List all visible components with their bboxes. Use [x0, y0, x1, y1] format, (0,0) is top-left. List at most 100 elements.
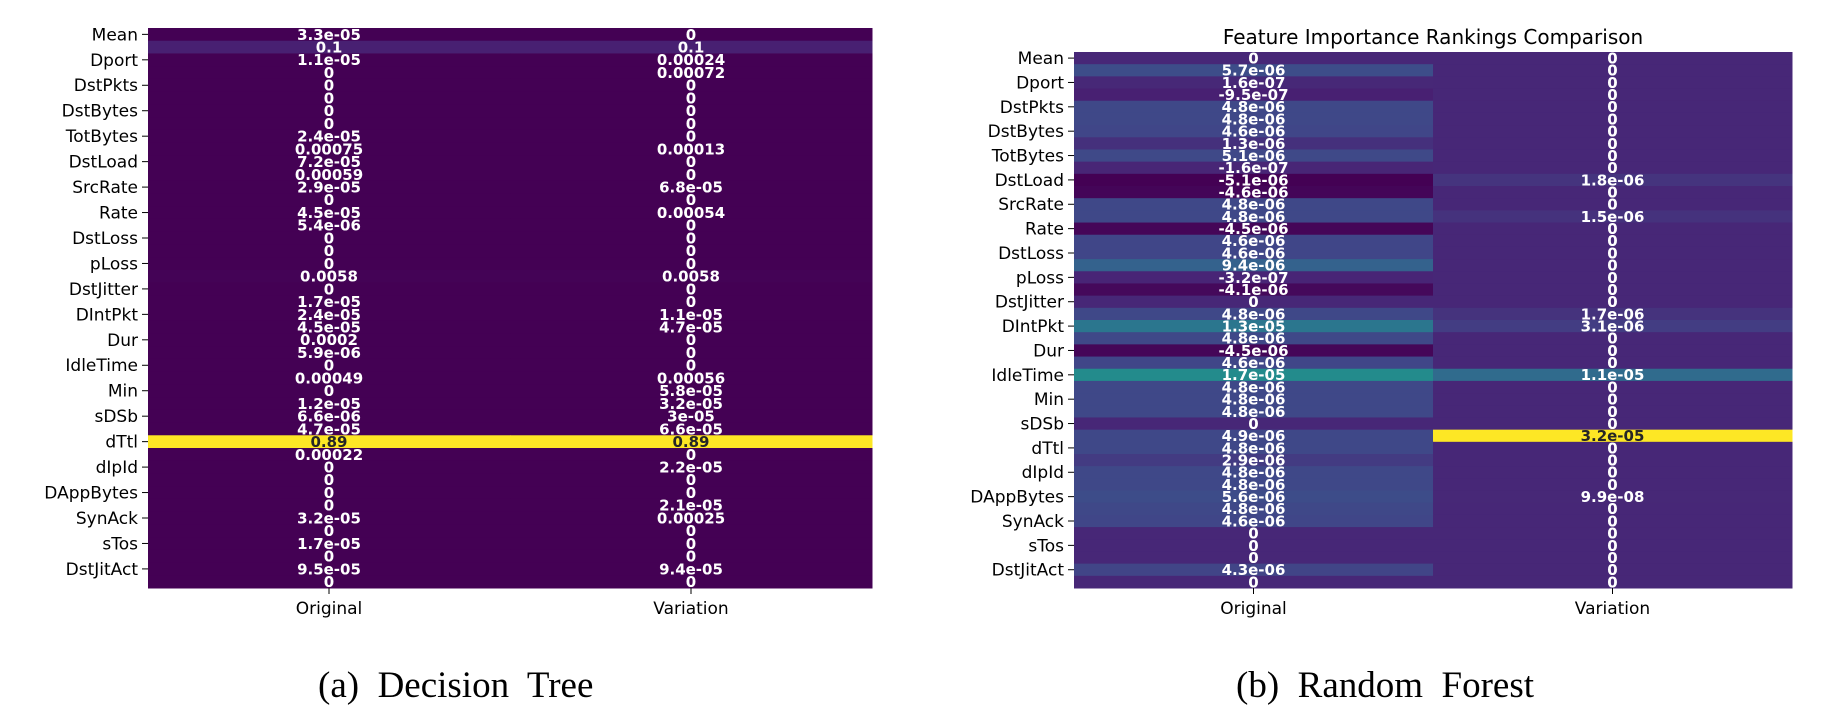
- cell-value-label-r18-c1: 0: [686, 255, 696, 273]
- heatmap-cell-r41-c0: [148, 549, 511, 564]
- heatmap-cell-r32-c1: [1433, 441, 1793, 455]
- y-tick-label-dintpkt: DIntPkt: [1002, 317, 1065, 337]
- y-tick-label-dstload: DstLoad: [69, 153, 138, 173]
- cell-value-label-r36-c1: 9.9e-08: [1581, 488, 1645, 506]
- y-tick-label-synack: SynAck: [1002, 512, 1064, 532]
- cell-value-label-r1-c0: 5.7e-06: [1222, 62, 1286, 80]
- heatmap-cell-r16-c1: [510, 231, 873, 245]
- cell-value-label-r37-c0: 0: [324, 497, 334, 515]
- cell-value-label-r5-c0: 4.8e-06: [1222, 110, 1286, 128]
- heatmap-cell-r6-c1: [1433, 125, 1793, 138]
- heatmap-cell-r14-c1: [1433, 222, 1793, 236]
- cell-value-label-r15-c0: 4.6e-06: [1222, 232, 1286, 250]
- y-tick-label-dintpkt: DIntPkt: [76, 305, 139, 325]
- cell-value-label-r21-c0: 1.7e-05: [297, 293, 361, 311]
- cell-value-label-r5-c1: 0: [1607, 110, 1617, 128]
- heatmap-cell-r14-c0: [1074, 222, 1434, 236]
- cell-value-label-r42-c0: 4.3e-06: [1222, 561, 1286, 579]
- cell-value-label-r42-c1: 9.4e-05: [659, 560, 723, 578]
- heatmap-cell-r9-c1: [1433, 161, 1793, 175]
- y-tick-label-dstjitter: DstJitter: [69, 280, 138, 300]
- heatmap-cell-r22-c0: [148, 308, 511, 322]
- y-tick-label-dport: Dport: [90, 51, 138, 71]
- heatmap-cell-r8-c1: [1433, 149, 1793, 163]
- heatmap-cell-r26-c0: [148, 358, 511, 373]
- cell-value-label-r6-c1: 0: [686, 102, 696, 120]
- cell-value-label-r32-c1: 0.89: [672, 433, 709, 451]
- heatmap-cell-r36-c0: [148, 486, 511, 500]
- cell-value-label-r18-c1: 0: [1607, 269, 1617, 287]
- heatmap-cell-r35-c1: [510, 473, 873, 487]
- cell-value-label-r43-c0: 0: [1248, 573, 1258, 591]
- cell-value-label-r3-c1: 0: [1607, 86, 1617, 104]
- heatmap-cell-r27-c1: [1433, 380, 1793, 394]
- cell-value-label-r40-c0: 1.7e-05: [297, 535, 361, 553]
- cell-value-label-r17-c0: 0: [324, 242, 334, 260]
- heatmap-cell-r24-c0: [148, 333, 511, 347]
- y-tick-label-idletime: IdleTime: [65, 356, 138, 376]
- heatmap-cell-r23-c0: [148, 320, 511, 334]
- cell-value-label-r2-c1: 0: [1607, 74, 1617, 92]
- cell-value-label-r5-c1: 0: [686, 89, 696, 107]
- heatmap-cell-r41-c1: [1433, 551, 1793, 565]
- heatmap-cell-r27-c0: [148, 371, 511, 385]
- heatmap-cell-r37-c1: [1433, 502, 1793, 516]
- cell-value-label-r28-c1: 0: [1607, 391, 1617, 409]
- heatmap-cell-r8-c1: [510, 129, 873, 144]
- heatmap-cell-r2-c1: [1433, 76, 1793, 90]
- y-tick-label-dstbytes: DstBytes: [62, 102, 138, 122]
- cell-value-label-r25-c0: 5.9e-06: [297, 344, 361, 362]
- heatmap-cell-r19-c0: [148, 269, 511, 284]
- cell-value-label-r31-c0: 4.7e-05: [297, 420, 361, 438]
- cell-value-label-r6-c1: 0: [1607, 123, 1617, 141]
- heatmap-cell-r5-c1: [1433, 112, 1793, 126]
- heatmap-cell-r3-c1: [1433, 88, 1793, 102]
- heatmap-cell-r21-c1: [1433, 307, 1793, 321]
- cell-value-label-r4-c0: 4.8e-06: [1222, 98, 1286, 116]
- heatmap-cell-r19-c0: [1074, 283, 1434, 297]
- cell-value-label-r33-c0: 2.9e-06: [1222, 451, 1286, 469]
- heatmap-cell-r25-c0: [148, 346, 511, 360]
- cell-value-label-r10-c0: -5.1e-06: [1218, 171, 1288, 189]
- cell-value-label-r24-c1: 0: [1607, 342, 1617, 360]
- x-tick-label-variation: Variation: [653, 599, 728, 619]
- heatmap-cell-r21-c0: [148, 295, 511, 309]
- y-tick-label-dur: Dur: [1033, 341, 1064, 361]
- heatmap-cell-r43-c0: [148, 575, 511, 589]
- cell-value-label-r38-c0: 4.6e-06: [1222, 512, 1286, 530]
- y-tick-label-dttl: dTtl: [1031, 439, 1064, 459]
- cell-value-label-r25-c0: 4.6e-06: [1222, 354, 1286, 372]
- y-tick-label-dstpkts: DstPkts: [1000, 98, 1064, 118]
- heatmap-cell-r40-c1: [510, 537, 873, 551]
- heatmap-random-forest: 0 05.7e-06 01.6e-07 0-9.5e-07 04.8e-06 04.8e-…: [970, 25, 1793, 619]
- heatmap-cell-r18-c1: [510, 257, 873, 271]
- y-tick-label-dappbytes: DAppBytes: [44, 483, 138, 503]
- heatmap-cell-r24-c1: [1433, 344, 1793, 358]
- cell-value-label-r18-c0: -3.2e-07: [1218, 269, 1288, 287]
- cell-value-label-r40-c0: 0: [1248, 537, 1258, 555]
- heatmap-cell-r1-c1: [1433, 64, 1793, 77]
- cell-value-label-r2-c1: 0.00024: [657, 51, 725, 69]
- heatmap-cell-r33-c0: [1074, 454, 1434, 467]
- y-tick-label-min: Min: [108, 382, 138, 402]
- cell-value-label-r31-c0: 4.9e-06: [1222, 427, 1286, 445]
- heatmap-cell-r43-c1: [510, 575, 873, 589]
- cell-value-label-r37-c1: 0: [1607, 500, 1617, 518]
- cell-value-label-r30-c1: 3e-05: [667, 408, 715, 426]
- heatmap-cell-r7-c1: [1433, 137, 1793, 150]
- cell-value-label-r37-c1: 2.1e-05: [659, 497, 723, 515]
- heatmap-cell-r7-c0: [148, 117, 511, 131]
- y-tick-label-dstbytes: DstBytes: [988, 122, 1064, 142]
- cell-value-label-r16-c1: 0: [1607, 244, 1617, 262]
- heatmap-cell-r2-c0: [1074, 76, 1434, 90]
- cell-value-label-r11-c0: -4.6e-06: [1218, 183, 1288, 201]
- heatmap-cell-r30-c0: [148, 409, 511, 424]
- x-tick-label-variation: Variation: [1575, 599, 1650, 619]
- cell-value-label-r16-c0: 4.6e-06: [1222, 244, 1286, 262]
- y-tick-label-idletime: IdleTime: [991, 366, 1064, 386]
- heatmap-cell-r22-c1: [1433, 320, 1793, 333]
- cell-value-label-r22-c0: 2.4e-05: [297, 306, 361, 324]
- heatmap-cell-r34-c1: [1433, 466, 1793, 479]
- heatmap-cell-r35-c0: [1074, 478, 1434, 492]
